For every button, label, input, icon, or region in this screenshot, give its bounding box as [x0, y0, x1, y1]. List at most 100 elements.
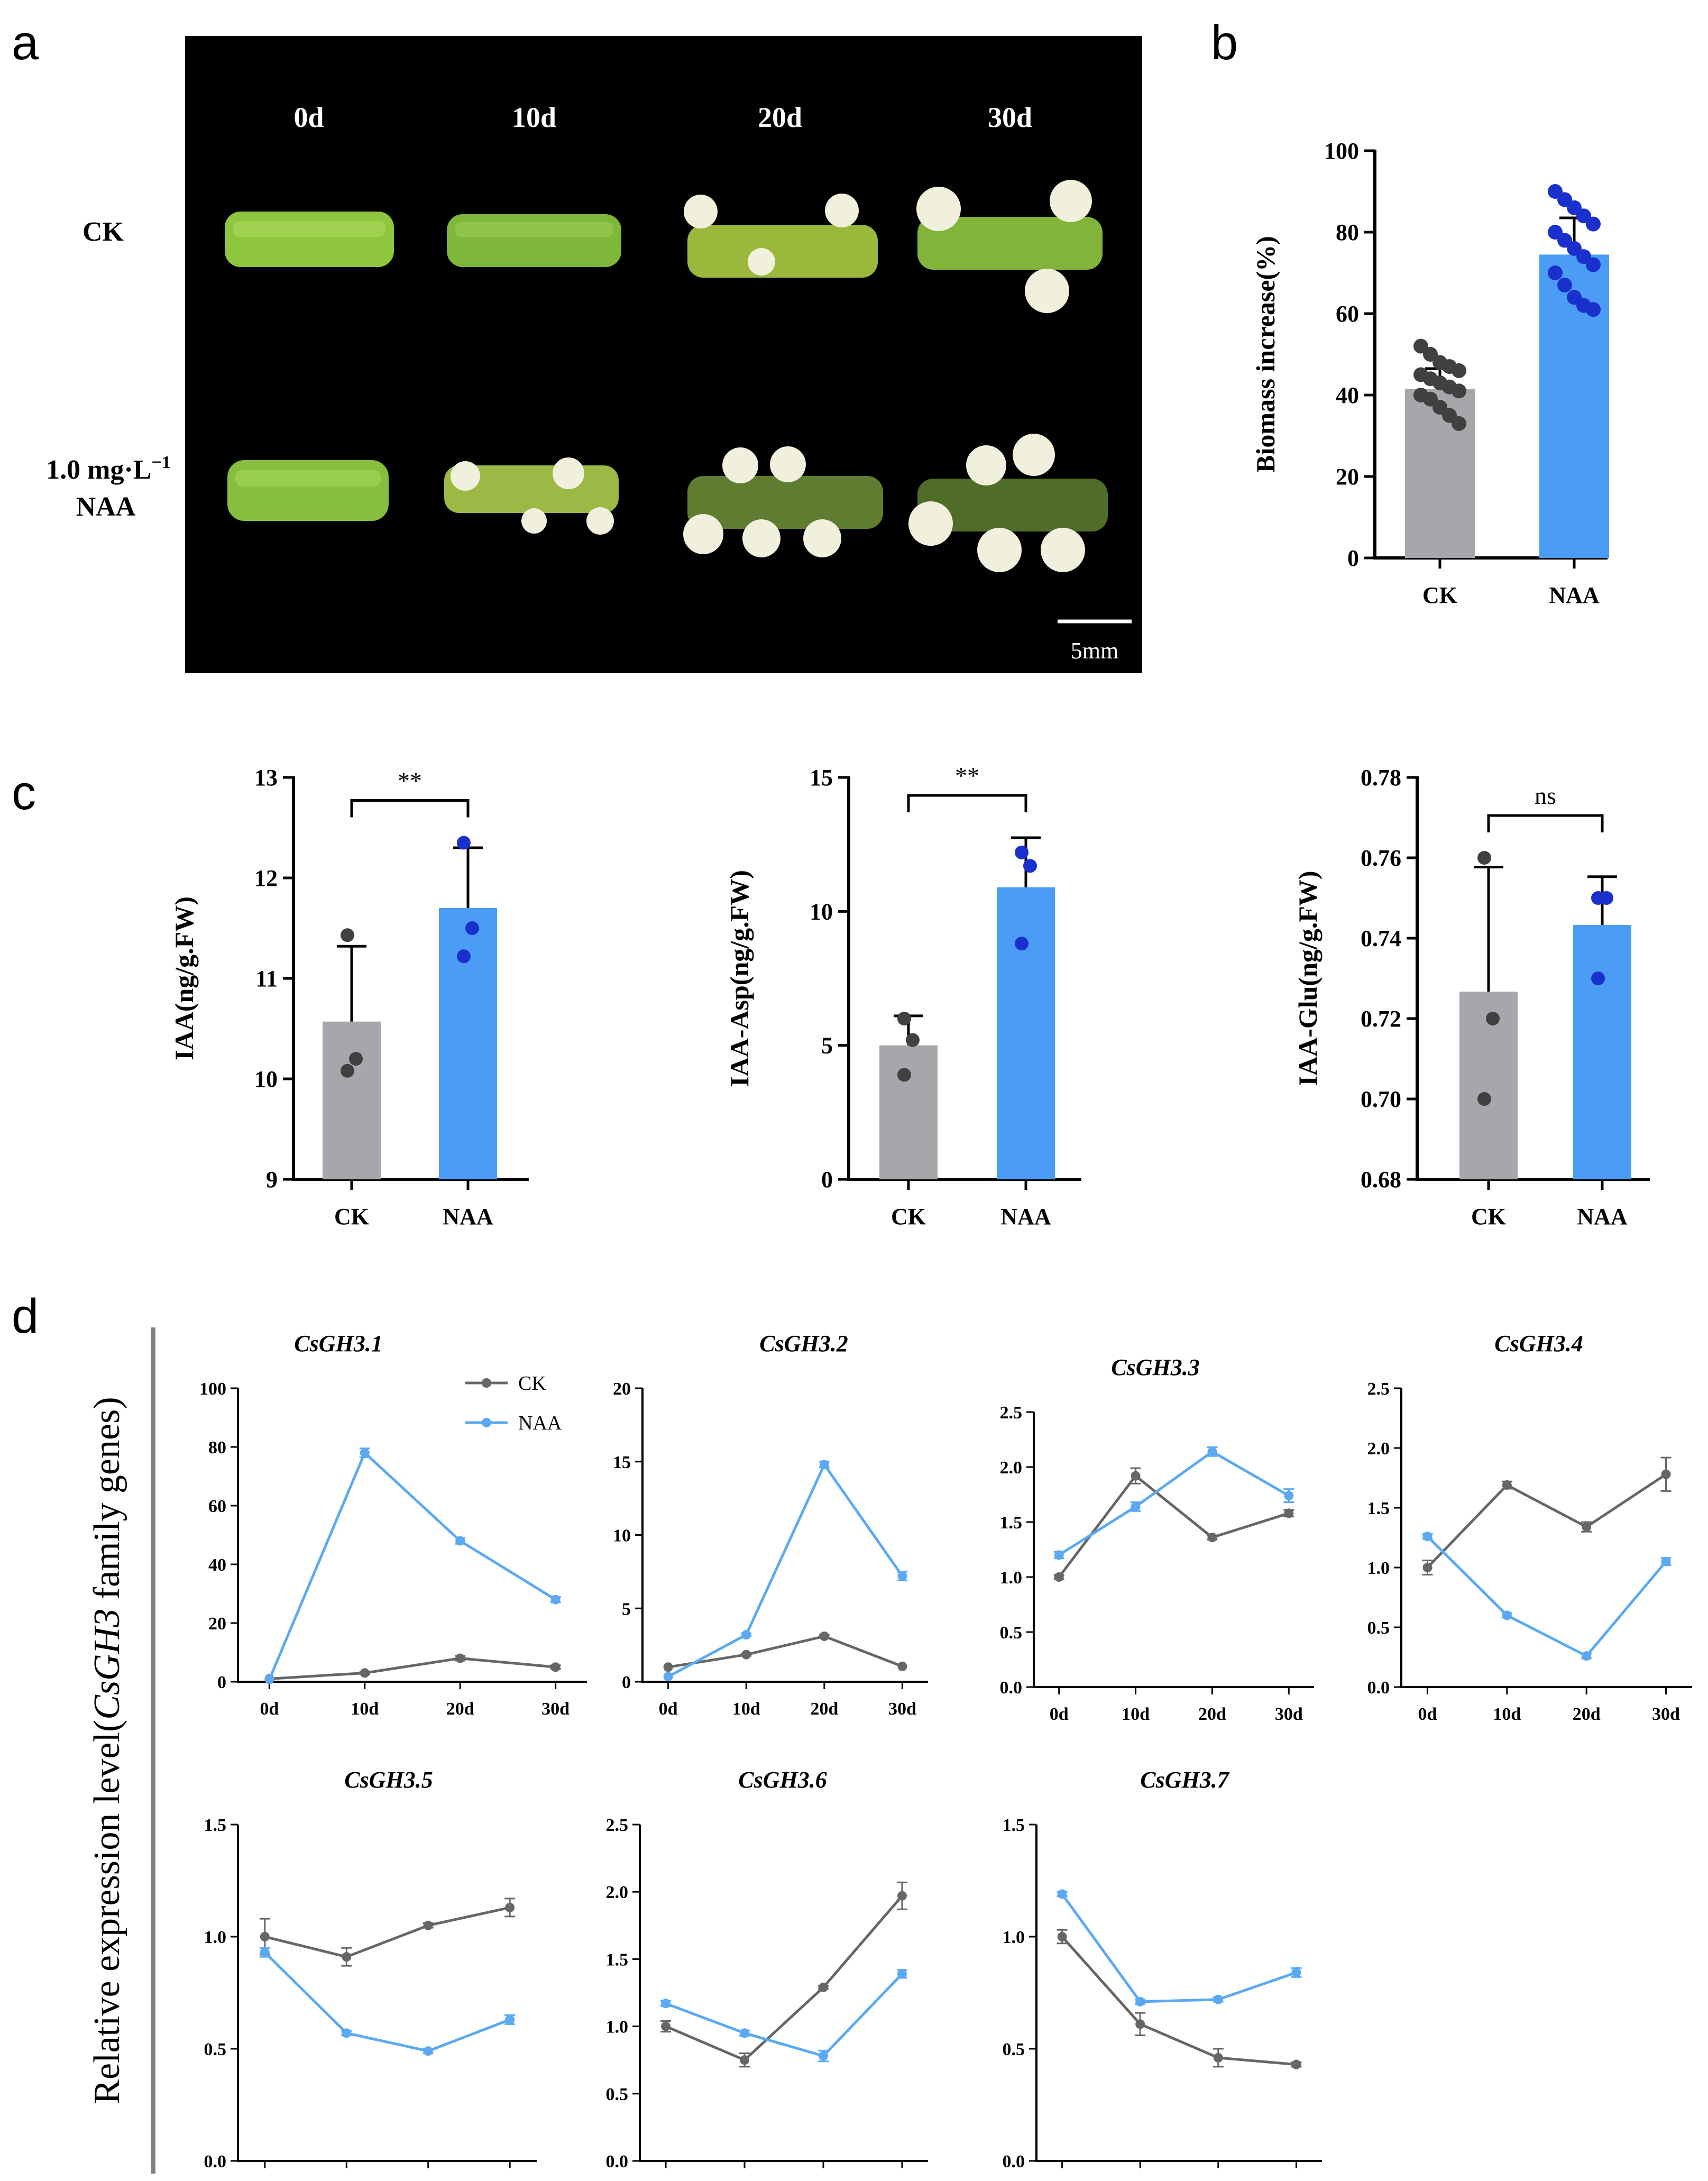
series-line-naa [665, 1973, 903, 2058]
series-line-naa [1058, 1450, 1290, 1556]
csgh3-7-line-chart: CsGH3.7 0.0 0.5 1.0 1.5 0d 10d 20d 30d [1003, 1767, 1322, 2181]
y-tick-label-5: 5 [821, 1033, 833, 1059]
data-point-naa [1054, 1550, 1064, 1560]
data-point-naa [1557, 278, 1572, 293]
y-tick-label-60: 60 [208, 1497, 226, 1516]
series-line-naa [667, 1462, 904, 1678]
data-point-naa [1502, 1610, 1512, 1620]
legend-marker-naa [482, 1418, 491, 1427]
iaa-glu-bar-chart: 0.68 0.70 0.72 0.74 0.76 0.78 IAA-Glu(ng/g.FW)… [1293, 765, 1650, 1230]
panel-d-ylabel-prefix: Relative expression level( [87, 1720, 127, 2104]
csgh3-2-line-chart: CsGH3.2 0 5 10 15 20 0d 10d 20d 30d [613, 1331, 928, 1719]
data-point-naa [457, 949, 471, 964]
csgh3-4-line-chart: CsGH3.4 0.0 0.5 1.0 1.5 2.0 2.5 0d 10d 20d 30d [1367, 1331, 1692, 1724]
chart-title: CsGH3.5 [344, 1767, 433, 1793]
x-tick-label-0d: 0d [1050, 1705, 1069, 1724]
x-tick-label-10d: 10d [731, 2178, 759, 2181]
data-point-naa [1131, 1501, 1141, 1511]
data-point-ck [1486, 1012, 1500, 1025]
y-tick-label-10: 10 [613, 1526, 631, 1546]
y-tick-label-0-0: 0.0 [1367, 1678, 1390, 1698]
data-point-naa [1213, 1994, 1223, 2004]
x-tick-label-10d: 10d [732, 1699, 760, 1719]
ck-explant-0d [225, 212, 394, 267]
data-point-naa [1661, 1556, 1671, 1566]
x-tick-label-10d: 10d [1493, 1705, 1521, 1724]
data-point-ck [342, 1952, 352, 1962]
y-tick-label-0-0: 0.0 [606, 2152, 629, 2171]
data-point-naa [1591, 972, 1605, 985]
data-point-ck [741, 1650, 751, 1660]
photo-col-label-10d: 10d [512, 102, 556, 133]
y-tick-label-9: 9 [266, 1167, 278, 1193]
chart-title: CsGH3.7 [1140, 1767, 1229, 1793]
data-point-naa [1586, 216, 1601, 232]
y-tick-label-0-74: 0.74 [1361, 925, 1401, 951]
x-tick-label-10d: 10d [351, 1699, 379, 1719]
data-point-naa [1135, 1996, 1145, 2006]
y-tick-label-20: 20 [1336, 464, 1359, 490]
data-point-ck [341, 1064, 354, 1078]
x-tick-label-0d: 0d [656, 2178, 675, 2181]
y-tick-label-0-78: 0.78 [1361, 765, 1401, 791]
photo-col-label-0d: 0d [293, 102, 324, 133]
y-tick-label-0-5: 0.5 [1367, 1618, 1390, 1638]
naa-explant-30d [908, 434, 1108, 572]
x-tick-label-30d: 30d [1275, 1705, 1303, 1724]
y-tick-label-0-5: 0.5 [204, 2040, 227, 2059]
y-tick-label-0: 0 [1347, 545, 1359, 571]
y-tick-label-80: 80 [208, 1438, 226, 1458]
data-point-ck [1661, 1469, 1671, 1479]
legend-label-ck: CK [518, 1372, 546, 1395]
data-point-naa [264, 1674, 274, 1684]
x-tick-label-0d: 0d [1418, 1705, 1437, 1724]
y-tick-label-2-5: 2.5 [1000, 1403, 1023, 1423]
data-point-ck [661, 2021, 671, 2031]
data-point-naa [455, 1536, 465, 1546]
data-point-naa [1586, 302, 1601, 317]
y-tick-label-1-5: 1.5 [1000, 1513, 1023, 1533]
x-tick-label-30d: 30d [541, 1699, 570, 1719]
bar-naa [997, 887, 1055, 1179]
series-line-ck [668, 1635, 903, 1669]
x-tick-label-30d: 30d [496, 2178, 524, 2181]
x-tick-label-0d: 0d [659, 1699, 678, 1719]
csgh3-1-line-chart: CsGH3.1 0 20 40 60 80 100 0d 10d 20d 30d CK NAA [199, 1331, 587, 1719]
y-tick-label-40: 40 [208, 1555, 226, 1575]
x-tick-label-naa: NAA [1000, 1204, 1051, 1230]
panel-letter-c: c [12, 766, 36, 820]
series-line-naa [264, 1951, 511, 2052]
bar-ck [323, 1021, 381, 1179]
data-point-naa [550, 1594, 561, 1605]
data-point-ck [1477, 851, 1491, 865]
data-point-naa [457, 836, 471, 850]
panel-d-ylabel: Relative expression level(CsGH3 family g… [87, 1397, 127, 2104]
iaa-asp-bar-chart: 0 5 10 15 IAA-Asp(ng/g.FW) CK NAA ** [724, 762, 1081, 1230]
y-axis-title: IAA-Glu(ng/g.FW) [1293, 871, 1323, 1086]
data-point-ck [1452, 383, 1466, 399]
series-line-naa [1426, 1535, 1667, 1658]
data-point-naa [342, 2028, 352, 2038]
data-point-ck [663, 1662, 673, 1672]
bar-ck [879, 1045, 938, 1179]
series-line-ck [665, 1895, 903, 2062]
data-point-naa [1422, 1532, 1432, 1542]
csgh3-3-line-chart: CsGH3.3 0.0 0.5 1.0 1.5 2.0 2.5 0d 10d 20d 30d [1000, 1354, 1314, 1724]
chart-title: CsGH3.6 [738, 1767, 827, 1793]
y-tick-label-0-72: 0.72 [1361, 1006, 1401, 1032]
y-tick-label-0: 0 [821, 1167, 833, 1193]
x-tick-label-naa: NAA [1577, 1204, 1628, 1230]
y-tick-label-15: 15 [810, 765, 833, 791]
bar-naa [1573, 924, 1631, 1179]
legend-label-naa: NAA [518, 1412, 562, 1434]
data-point-ck [455, 1653, 465, 1663]
naa-concentration-exponent: −1 [151, 453, 170, 472]
data-point-naa [1582, 1651, 1592, 1661]
x-tick-label-20d: 20d [1573, 1705, 1601, 1724]
data-point-ck [1057, 1932, 1067, 1941]
significance-label: ** [955, 762, 979, 789]
data-point-naa [819, 1460, 829, 1470]
data-point-ck [341, 928, 354, 942]
series-line-ck [1058, 1474, 1290, 1578]
significance-label: ** [398, 767, 422, 794]
